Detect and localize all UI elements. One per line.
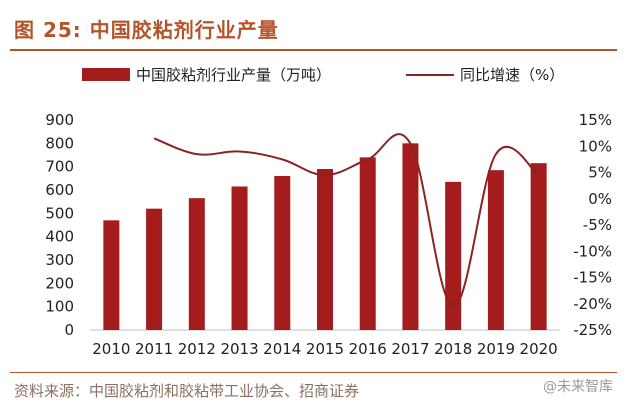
growth-line [153,133,540,308]
y-right-tick-label: 0% [588,190,612,208]
bar [188,198,205,330]
legend-line-label: 同比增速（%） [460,66,564,84]
chart-area: 0 100 200 300 400 500 600 700 800 900 -25% -20% -15%… [45,66,612,358]
x-tick-label: 2014 [263,340,301,358]
y-right-tick-label: 15% [579,111,612,129]
x-tick-label: 2013 [220,340,258,358]
y-left-tick-label: 500 [45,204,74,222]
y-right-tick-label: -25% [573,321,612,339]
x-tick-label: 2019 [477,340,515,358]
y-left-tick-label: 900 [45,111,74,129]
y-left-tick-label: 800 [45,134,74,152]
bar [445,181,462,330]
x-tick-label: 2015 [306,340,344,358]
y-right-tick-label: -20% [573,295,612,313]
y-right-tick-label: -5% [583,216,612,234]
y-right-tick-label: 10% [579,137,612,155]
x-tick-label: 2011 [135,340,173,358]
x-tick-label: 2012 [178,340,216,358]
y-right-tick-label: 5% [588,164,612,182]
y-left-tick-label: 0 [64,321,74,339]
y-right-tick-label: -10% [573,242,612,260]
bar [487,170,504,330]
y-left-tick-label: 100 [45,298,74,316]
x-tick-label: 2016 [349,340,387,358]
x-tick-label: 2018 [434,340,472,358]
bar [402,143,419,330]
y-left-tick-label: 400 [45,228,74,246]
source-note: 资料来源：中国胶粘剂和胶粘带工业协会、招商证券 [14,382,360,400]
bar [359,157,376,330]
chart-title: 图 25: 中国胶粘剂行业产量 [14,18,279,42]
y-left-tick-label: 300 [45,251,74,269]
y-right-tick-label: -15% [573,269,612,287]
legend-bar-label: 中国胶粘剂行业产量（万吨） [136,66,331,84]
x-tick-label: 2017 [391,340,429,358]
bar [103,220,120,330]
bar [530,163,547,330]
watermark: @未来智库 [543,379,613,395]
x-tick-label: 2010 [92,340,130,358]
bar [317,169,333,330]
legend-bar-swatch [82,68,130,81]
source-divider [10,372,617,373]
y-left-tick-label: 600 [45,181,74,199]
bar [146,208,163,330]
bar [231,186,248,330]
x-tick-label: 2020 [520,340,558,358]
bar [274,176,291,330]
y-left-tick-label: 700 [45,158,74,176]
y-left-tick-label: 200 [45,274,74,292]
title-divider [10,49,617,51]
